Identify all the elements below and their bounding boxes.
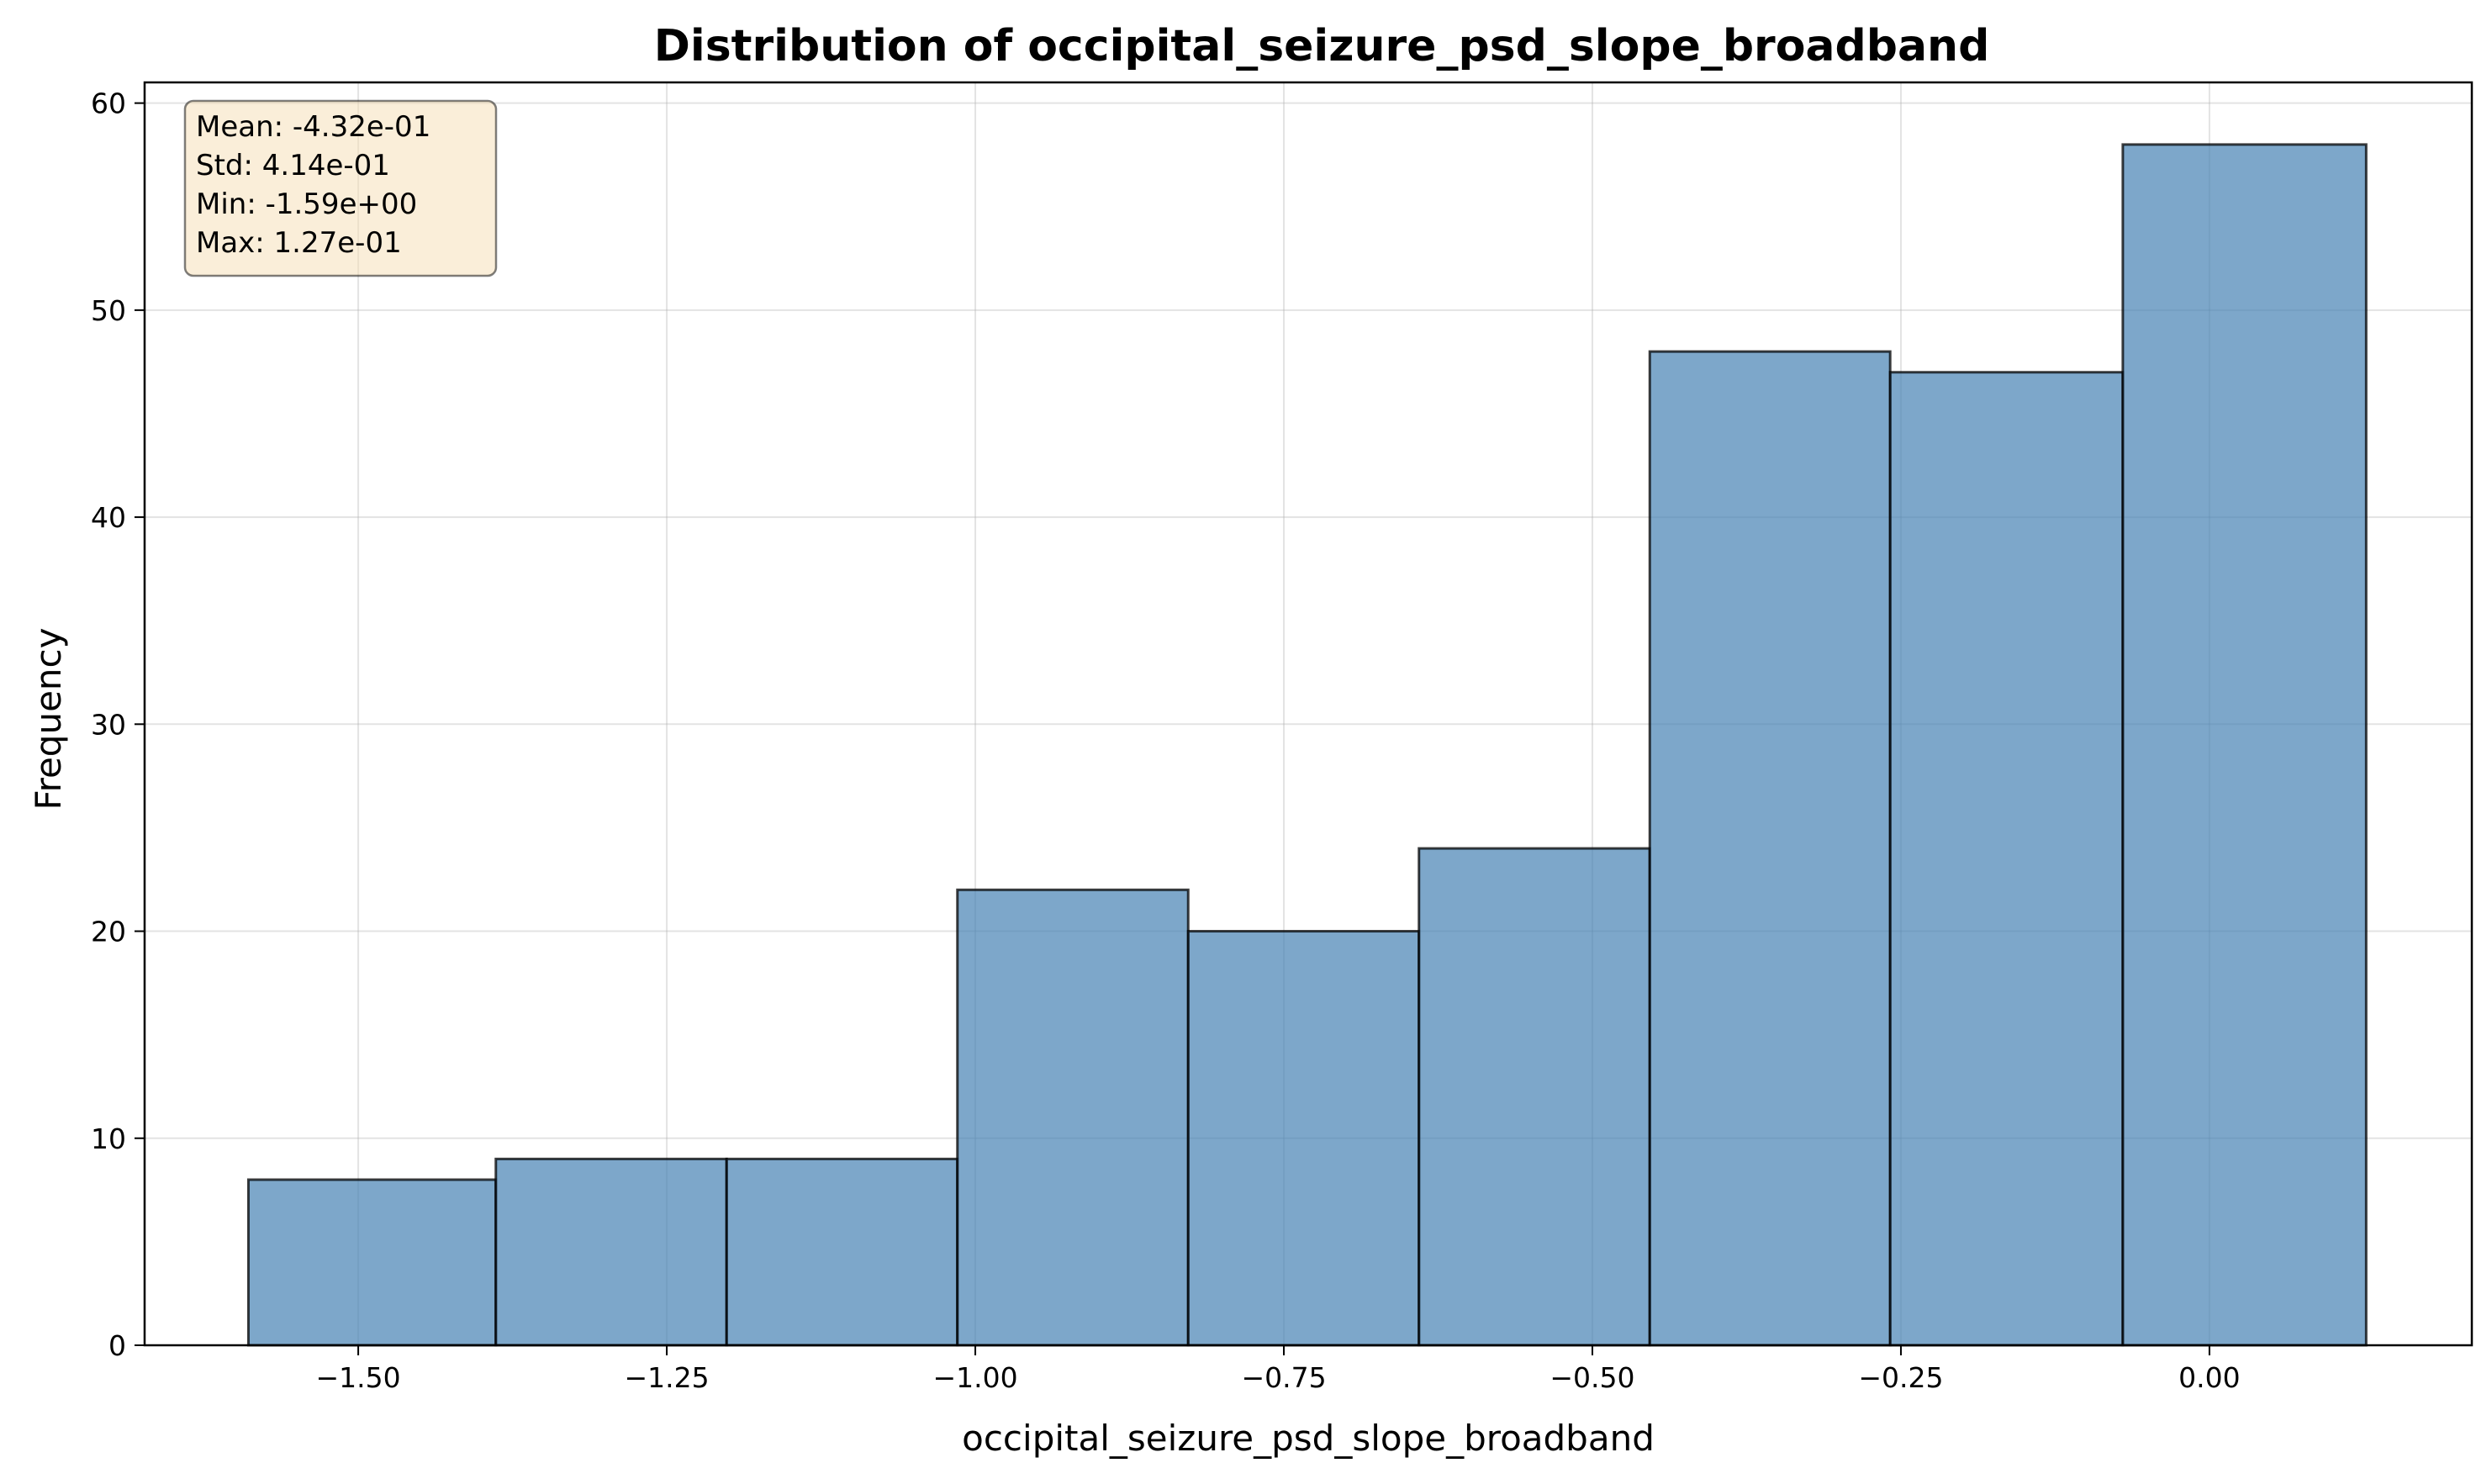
histogram-bar-4 xyxy=(1186,930,1421,1347)
histogram-bar-1 xyxy=(494,1157,728,1347)
y-tick-label-0: 0 xyxy=(108,1329,126,1362)
histogram-bar-5 xyxy=(1418,847,1651,1347)
y-axis-ticks: 0 10 20 30 40 50 60 xyxy=(91,87,145,1362)
stat-mean: Mean: -4.32e-01 xyxy=(196,110,430,144)
histogram-bar-7 xyxy=(1888,371,2125,1347)
x-axis-ticks: −1.50 −1.25 −1.00 −0.75 −0.50 −0.25 0.00 xyxy=(316,1345,2241,1394)
chart-title: Distribution of occipital_seizure_psd_sl… xyxy=(654,21,1990,71)
y-tick-label-3: 30 xyxy=(91,708,126,741)
histogram-bars xyxy=(246,143,2368,1347)
y-tick-label-1: 10 xyxy=(91,1122,126,1155)
histogram-bar-2 xyxy=(725,1157,959,1347)
x-tick-label-1: −1.25 xyxy=(624,1361,709,1394)
y-axis-label: Frequency xyxy=(28,628,69,811)
y-tick-label-6: 60 xyxy=(91,87,126,120)
stat-min: Min: -1.59e+00 xyxy=(196,187,417,221)
plot-area-frame xyxy=(143,81,2474,1347)
x-tick-label-6: 0.00 xyxy=(2178,1361,2240,1394)
y-tick-label-5: 50 xyxy=(91,294,126,327)
statistics-box: Mean: -4.32e-01 Std: 4.14e-01 Min: -1.59… xyxy=(183,99,498,277)
histogram-bar-8 xyxy=(2121,143,2368,1347)
x-tick-label-0: −1.50 xyxy=(316,1361,401,1394)
y-tick-label-4: 40 xyxy=(91,501,126,534)
histogram-bar-6 xyxy=(1648,350,1892,1347)
x-tick-label-5: −0.25 xyxy=(1858,1361,1943,1394)
stat-std: Std: 4.14e-01 xyxy=(196,149,390,182)
x-tick-label-4: −0.50 xyxy=(1550,1361,1634,1394)
histogram-bar-0 xyxy=(246,1178,498,1347)
x-tick-label-3: −0.75 xyxy=(1241,1361,1326,1394)
statistics-box-background xyxy=(183,99,498,277)
x-tick-label-2: −1.00 xyxy=(932,1361,1017,1394)
histogram-bar-3 xyxy=(956,888,1190,1347)
x-axis-label: occipital_seizure_psd_slope_broadband xyxy=(962,1418,1655,1459)
stat-max: Max: 1.27e-01 xyxy=(196,226,402,260)
y-tick-label-2: 20 xyxy=(91,916,126,948)
